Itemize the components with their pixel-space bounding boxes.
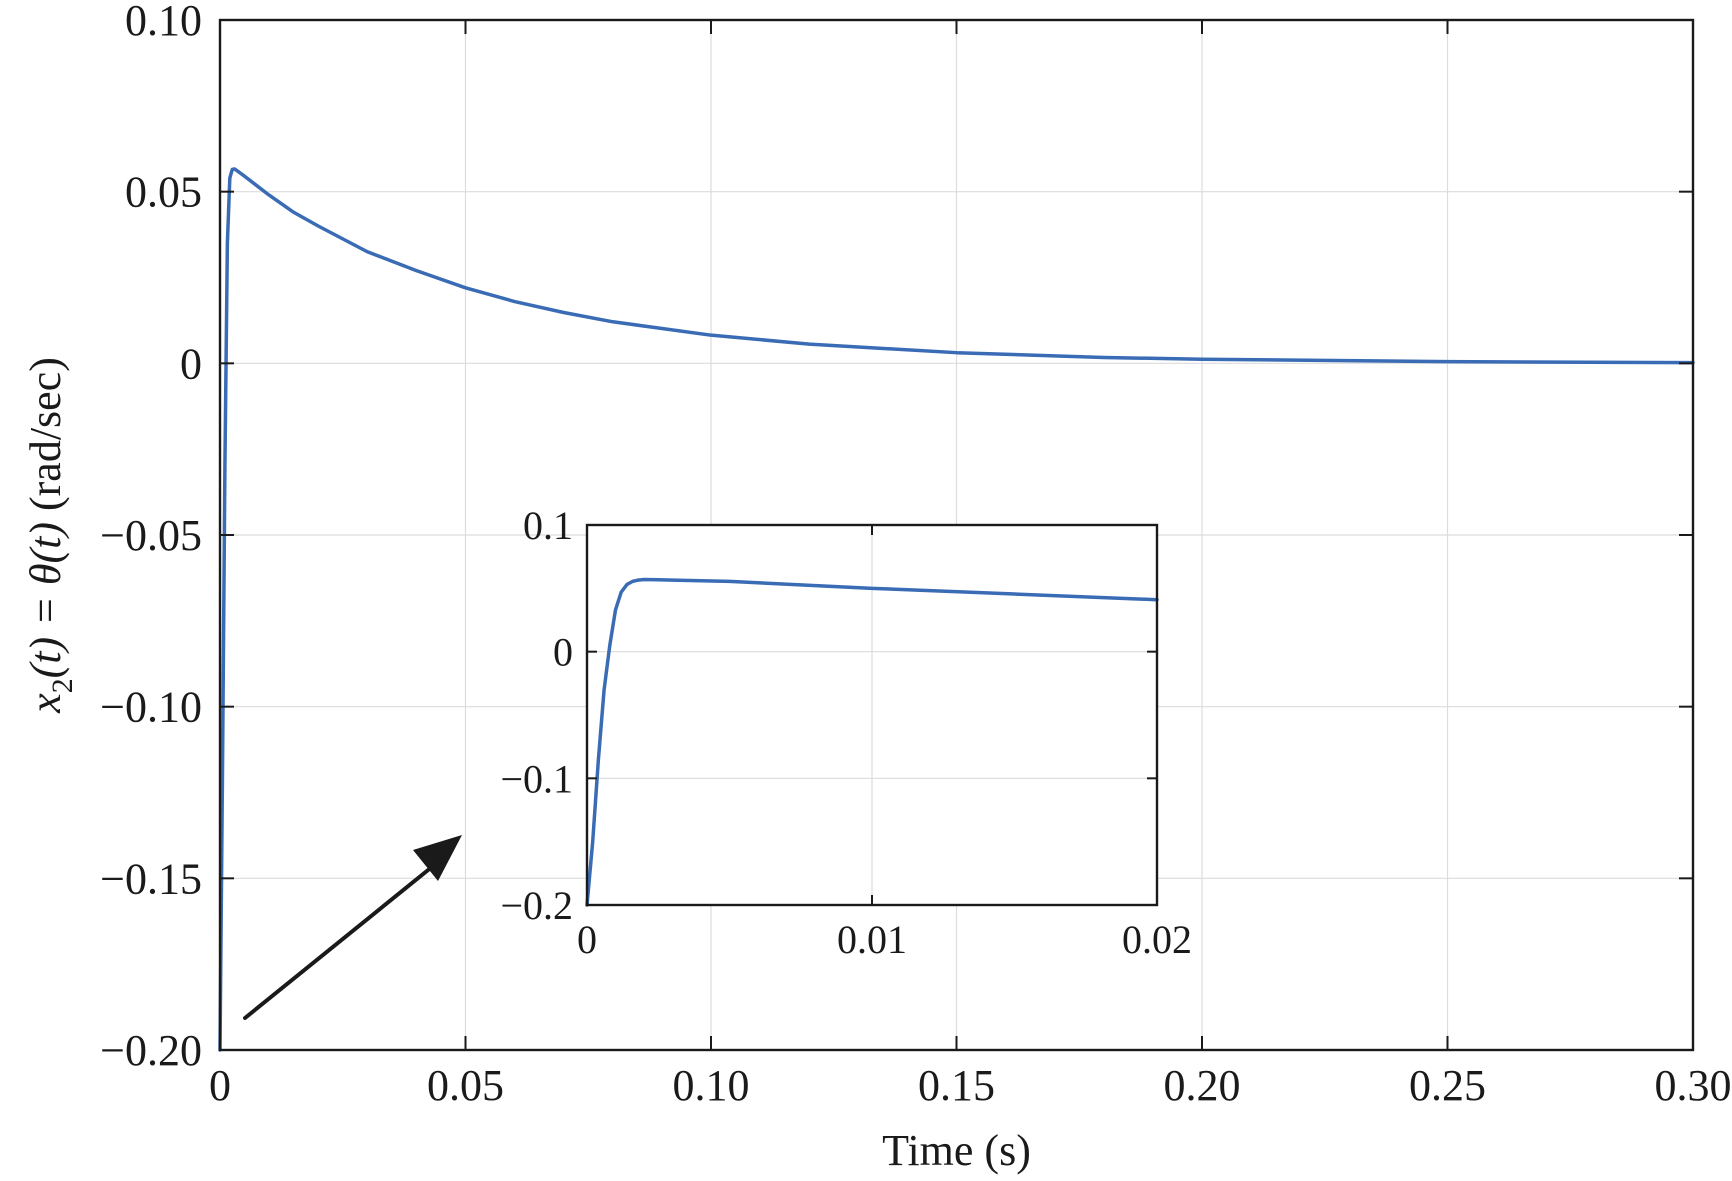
inset-y-tick-label: −0.1 — [500, 756, 573, 801]
main-y-tick-label: 0.05 — [125, 168, 202, 217]
main-series-line — [218, 167, 1695, 1052]
inset-x-tick-label: 0.01 — [837, 917, 907, 962]
main-x-tick-label: 0.10 — [673, 1061, 750, 1110]
main-y-tick-label: −0.05 — [100, 511, 202, 560]
main-x-tick-label: 0.05 — [427, 1061, 504, 1110]
y-axis-label: x2(t) = θ(t) (rad/sec) — [21, 357, 79, 714]
inset-x-tick-label: 0 — [577, 917, 597, 962]
y-label-t2: (t) — [21, 522, 70, 564]
main-y-tick-labels: −0.20 −0.15 −0.10 −0.05 0 0.05 0.10 — [100, 0, 202, 1075]
y-label-units: (rad/sec) — [21, 357, 70, 522]
inset-y-tick-labels: −0.2 −0.1 0 0.1 — [500, 503, 573, 928]
inset-ticks — [586, 524, 1158, 906]
y-label-subscript: 2 — [46, 678, 79, 693]
main-x-tick-label: 0.25 — [1409, 1061, 1486, 1110]
zoom-arrow-annotation — [243, 835, 462, 1020]
y-label-theta: θ — [21, 564, 70, 586]
main-x-tick-label: 0.20 — [1164, 1061, 1241, 1110]
inset-series-line — [585, 577, 1159, 907]
inset-series — [585, 577, 1159, 907]
inset-x-tick-label: 0.02 — [1122, 917, 1192, 962]
main-x-tick-label: 0.15 — [918, 1061, 995, 1110]
inset-x-tick-labels: 0 0.01 0.02 — [577, 917, 1192, 962]
inset-plot: 0 0.01 0.02 −0.2 −0.1 0 0.1 — [500, 503, 1192, 962]
inset-y-tick-label: −0.2 — [500, 883, 573, 928]
main-y-tick-label: −0.15 — [100, 854, 202, 903]
main-x-tick-labels: 0 0.05 0.10 0.15 0.20 0.25 0.30 — [209, 1061, 1732, 1110]
main-plot: 0 0.05 0.10 0.15 0.20 0.25 0.30 −0.20−0.15−0.1… — [21, 0, 1732, 1175]
y-label-t1: (t) = — [21, 585, 70, 678]
main-y-tick-label: 0.10 — [125, 0, 202, 45]
main-y-tick-label: −0.20 — [100, 1026, 202, 1075]
main-x-tick-label: 0.30 — [1655, 1061, 1732, 1110]
y-label-x: x — [21, 693, 70, 714]
inset-y-tick-label: 0.1 — [523, 503, 573, 548]
inset-y-tick-label: 0 — [553, 630, 573, 675]
main-y-tick-label: −0.10 — [100, 683, 202, 732]
main-y-tick-label: 0 — [180, 339, 202, 388]
arrow-shaft — [243, 860, 440, 1020]
main-ticks — [219, 19, 1694, 1051]
main-x-tick-label: 0 — [209, 1061, 231, 1110]
main-series — [218, 167, 1695, 1052]
arrow-head — [413, 835, 462, 881]
x-axis-label: Time (s) — [882, 1126, 1031, 1175]
